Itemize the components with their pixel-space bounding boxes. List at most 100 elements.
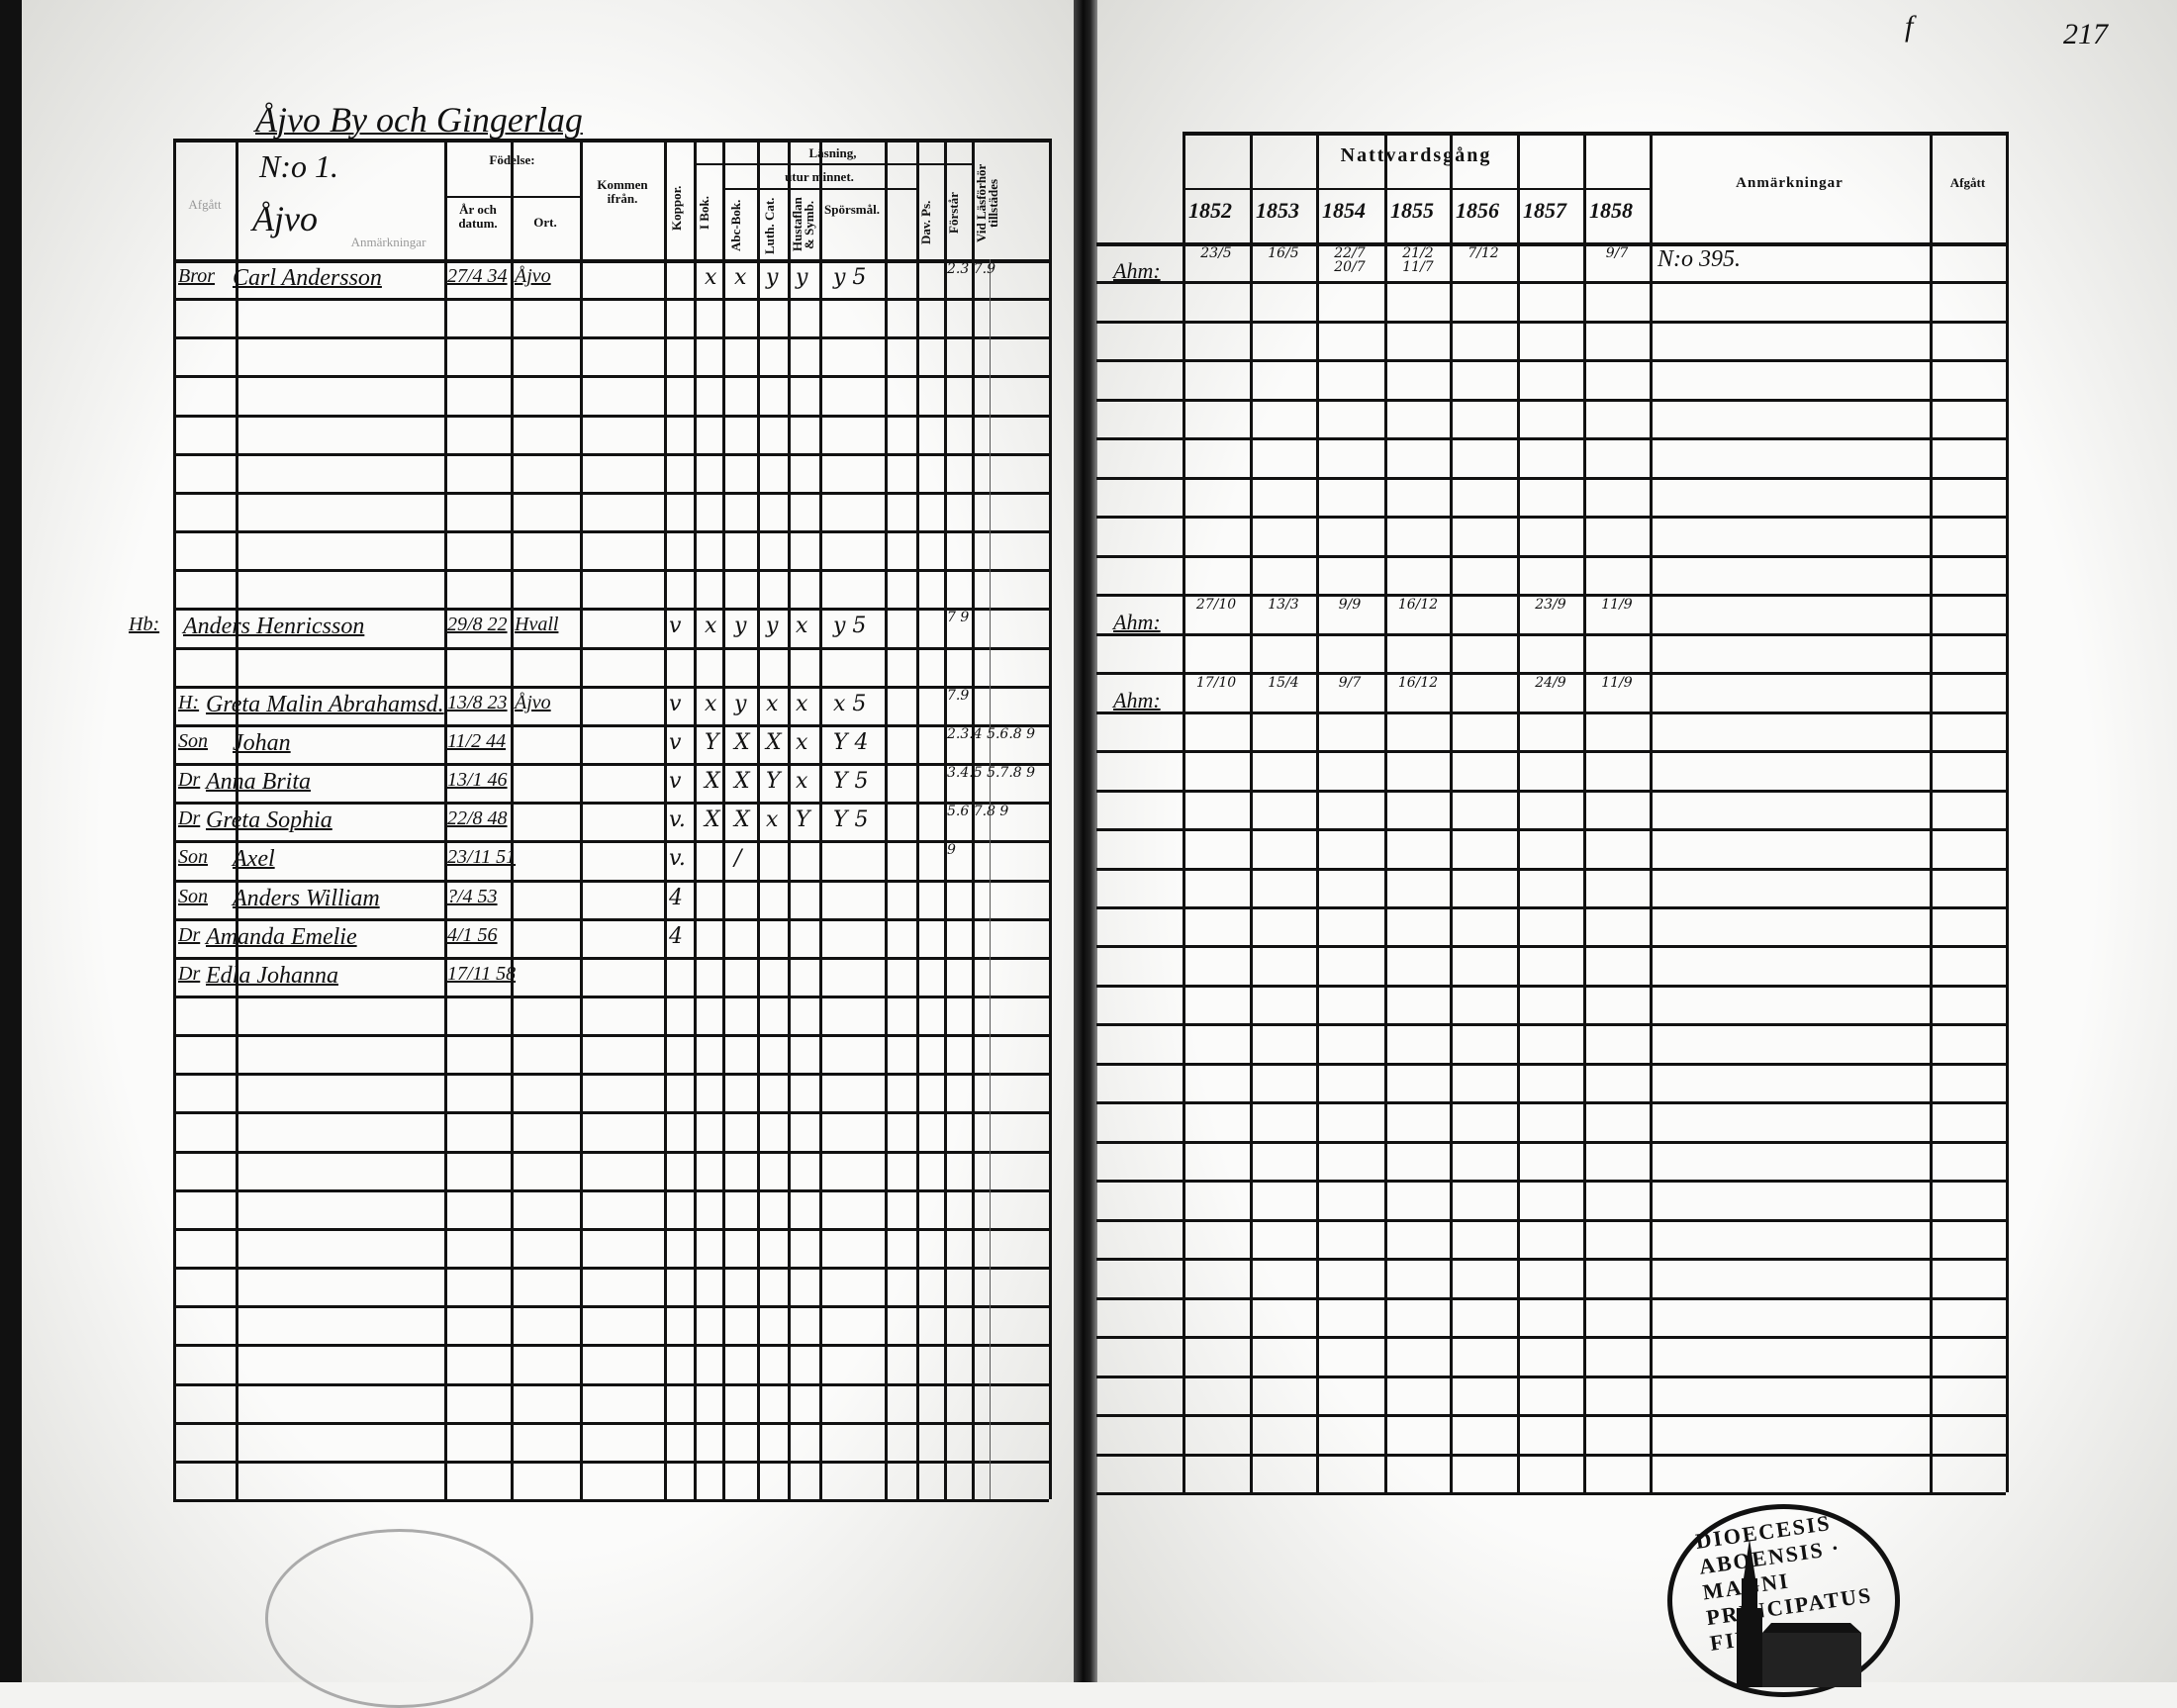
relation: H: bbox=[178, 691, 200, 713]
birth-date: ?/4 53 bbox=[447, 885, 498, 907]
birth-place: Åjvo bbox=[515, 265, 551, 287]
column-line bbox=[916, 139, 919, 1499]
row-line bbox=[173, 917, 1049, 921]
reading-mark: x bbox=[766, 807, 779, 833]
communion-label: Ahm: bbox=[1113, 610, 1161, 635]
header-by-heart: utur minnet. bbox=[785, 169, 854, 184]
row-line bbox=[173, 1382, 1049, 1386]
row-line bbox=[1096, 1492, 2006, 1495]
communion-date: 23/9 bbox=[1535, 597, 1566, 614]
communion-date: 9/7 bbox=[1605, 245, 1629, 261]
row-line bbox=[173, 646, 1049, 650]
year-header: 1858 bbox=[1589, 198, 1633, 223]
header-abc-book: Abc-Bok. bbox=[728, 199, 743, 252]
birth-date: 13/1 46 bbox=[447, 769, 508, 792]
row-line bbox=[173, 1267, 1049, 1271]
row-line bbox=[173, 1460, 1049, 1464]
column-line bbox=[972, 139, 975, 1499]
row-line bbox=[173, 336, 1049, 340]
row-line bbox=[1096, 1101, 2006, 1105]
reading-mark: y bbox=[766, 265, 779, 290]
column-line bbox=[1183, 132, 1185, 1492]
smallpox-mark: v. bbox=[669, 807, 686, 833]
header-came-from: Kommen ifrån. bbox=[597, 177, 648, 206]
right-page bbox=[1097, 0, 2177, 1682]
reading-mark: X bbox=[734, 769, 750, 795]
relation: Dr bbox=[178, 769, 201, 792]
reading-mark: x bbox=[705, 614, 717, 639]
column-line bbox=[1517, 132, 1520, 1492]
column-line bbox=[757, 139, 760, 1499]
reading-mark: y 5 bbox=[833, 614, 867, 639]
column-line bbox=[511, 139, 514, 1499]
exam-attendance: 7.9 bbox=[947, 687, 970, 704]
reading-mark: x bbox=[734, 265, 747, 290]
reading-mark: x bbox=[766, 691, 779, 716]
header-questions: Spörsmål. bbox=[824, 202, 880, 217]
reading-mark: y bbox=[734, 691, 747, 716]
row-line bbox=[173, 879, 1049, 883]
year-header: 1855 bbox=[1390, 198, 1434, 223]
relation: Son bbox=[178, 729, 208, 752]
header-smallpox: Koppor. bbox=[669, 185, 684, 231]
reading-mark: x bbox=[705, 265, 717, 290]
row-line bbox=[1096, 242, 2006, 246]
header-departed: Afgått bbox=[188, 197, 222, 212]
scan-edge bbox=[0, 0, 22, 1682]
reading-mark: y bbox=[766, 614, 779, 639]
smallpox-mark: v bbox=[669, 691, 682, 716]
birth-date: 13/8 23 bbox=[447, 691, 508, 713]
row-line bbox=[173, 414, 1049, 418]
row-line bbox=[173, 491, 1049, 495]
reading-mark: y 5 bbox=[833, 265, 867, 290]
row-line bbox=[173, 1188, 1049, 1192]
smallpox-mark: 4 bbox=[669, 923, 683, 949]
rule bbox=[722, 188, 916, 190]
relation: Dr bbox=[178, 923, 201, 946]
header-understands: Förstår bbox=[946, 192, 961, 234]
reading-mark: x 5 bbox=[833, 691, 867, 716]
row-line bbox=[173, 608, 1049, 612]
communion-date: 22/7 20/7 bbox=[1334, 245, 1366, 275]
church-icon bbox=[1737, 1539, 1861, 1687]
reading-mark: Y bbox=[796, 807, 810, 833]
rule bbox=[173, 139, 1049, 142]
column-line bbox=[1450, 132, 1453, 1492]
row-line bbox=[1096, 1140, 2006, 1144]
column-line bbox=[819, 139, 822, 1499]
reading-mark: Y bbox=[766, 769, 781, 795]
row-line bbox=[173, 1034, 1049, 1038]
communion-date: 17/10 bbox=[1195, 675, 1237, 692]
communion-date: 16/5 bbox=[1268, 245, 1299, 261]
row-line bbox=[173, 995, 1049, 998]
row-line bbox=[173, 763, 1049, 767]
row-line bbox=[1096, 984, 2006, 988]
header-birth: Födelse: bbox=[489, 152, 535, 167]
birth-place: Hvall bbox=[515, 614, 559, 636]
exam-attendance: 3.4.5 5.7.8 9 bbox=[947, 765, 1036, 782]
person-name: Anders Henricsson bbox=[183, 614, 365, 640]
corner-mark: f bbox=[1905, 10, 1914, 43]
book-gutter bbox=[1074, 0, 1097, 1682]
page-number: 217 bbox=[2063, 18, 2108, 50]
faded-stamp bbox=[265, 1529, 533, 1708]
column-line bbox=[1049, 139, 1052, 1499]
communion-date: 24/9 bbox=[1535, 675, 1566, 692]
column-line bbox=[1384, 132, 1387, 1492]
header-in-book: I Bok. bbox=[697, 196, 711, 230]
row-line bbox=[1096, 789, 2006, 793]
row-line bbox=[173, 1499, 1049, 1502]
row-line bbox=[173, 452, 1049, 456]
row-line bbox=[1096, 1453, 2006, 1457]
row-line bbox=[173, 1227, 1049, 1231]
row-line bbox=[1096, 437, 2006, 441]
relation: Dr bbox=[178, 962, 201, 985]
birth-date: 17/11 58 bbox=[447, 962, 517, 985]
reading-mark: x bbox=[796, 614, 808, 639]
header-reading: Läsning, bbox=[808, 145, 857, 160]
reading-mark: y bbox=[796, 265, 808, 290]
row-line bbox=[1096, 1336, 2006, 1340]
row-line bbox=[1096, 594, 2006, 598]
column-line bbox=[1316, 132, 1319, 1492]
exam-attendance: 7 9 bbox=[947, 610, 970, 626]
